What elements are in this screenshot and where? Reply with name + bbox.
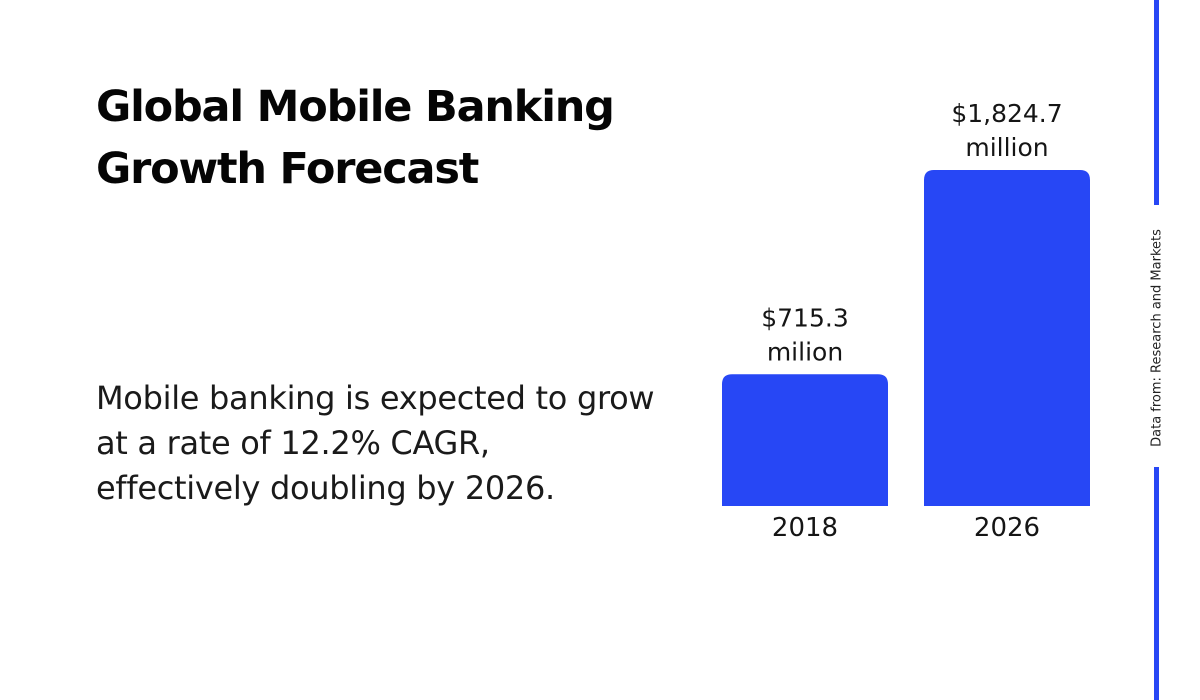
chart-title-line-1: Global Mobile Banking [96, 82, 615, 132]
bar-chart: $715.3 milion 2018 $1,824.7 million 2026 [690, 60, 1130, 580]
description-text: Mobile banking is expected to grow at a … [96, 379, 655, 507]
bar-2026 [924, 170, 1090, 506]
chart-title-line-2: Growth Forecast [96, 144, 479, 194]
chart-title: Global Mobile Banking Growth Forecast [96, 76, 716, 200]
x-tick-label-2026: 2026 [974, 513, 1040, 543]
source-note: Data from: Research and Markets [1149, 229, 1165, 447]
x-tick-label-2018: 2018 [772, 513, 838, 543]
bar-2018 [722, 374, 888, 506]
bar-chart-svg: $715.3 milion 2018 $1,824.7 million 2026 [722, 99, 1090, 543]
accent-rule-bottom [1154, 467, 1159, 700]
value-label-2018: $715.3 milion [761, 303, 848, 366]
accent-rule-top [1154, 0, 1159, 205]
value-label-2026: $1,824.7 million [951, 99, 1062, 162]
